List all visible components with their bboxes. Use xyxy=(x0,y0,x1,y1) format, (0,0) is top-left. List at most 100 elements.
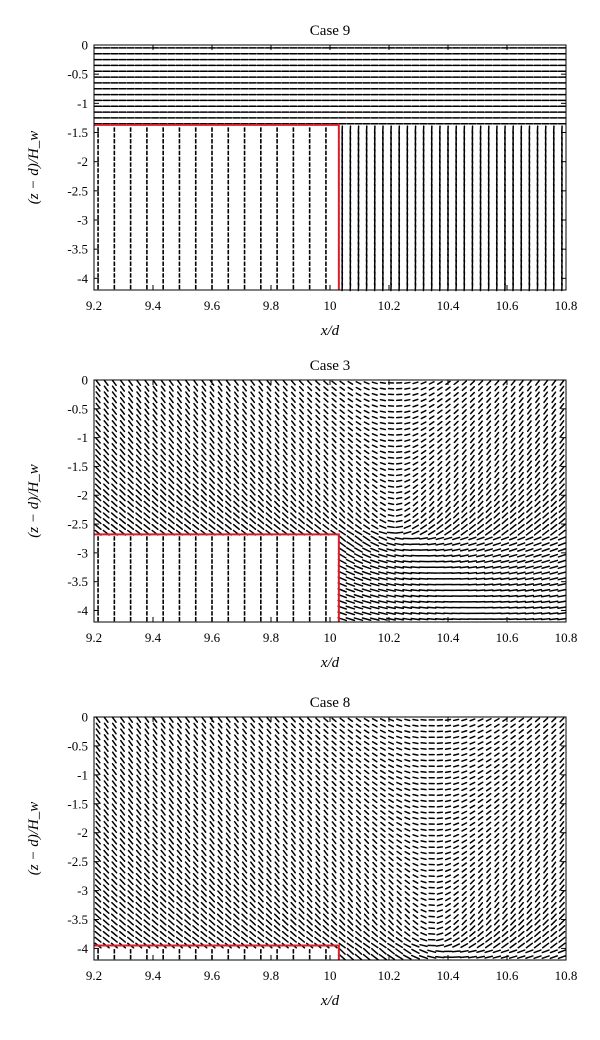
vector-arrow xyxy=(168,757,174,764)
vector-arrow xyxy=(103,396,109,404)
vector-arrow xyxy=(557,612,567,615)
vector-arrow xyxy=(144,745,150,752)
vector-arrow xyxy=(486,460,492,467)
vector-arrow xyxy=(412,455,419,460)
vector-arrow xyxy=(266,454,272,461)
vector-arrow xyxy=(160,803,166,810)
vector-arrow xyxy=(201,722,207,729)
vector-arrow xyxy=(249,523,257,530)
vector-arrow xyxy=(347,398,354,403)
vector-arrow xyxy=(217,385,223,392)
vector-arrow xyxy=(102,936,110,943)
vector-arrow xyxy=(469,512,476,519)
vector-arrow xyxy=(485,506,492,513)
vector-arrow xyxy=(233,437,239,444)
vector-arrow xyxy=(119,815,126,822)
vector-arrow xyxy=(428,506,435,513)
vector-arrow xyxy=(518,431,524,438)
vector-arrow xyxy=(111,838,118,845)
vector-arrow xyxy=(102,523,110,530)
vector-arrow xyxy=(541,588,551,592)
vector-arrow xyxy=(394,588,405,592)
vector-arrow xyxy=(322,512,330,519)
vector-arrow xyxy=(420,409,427,414)
vector-arrow xyxy=(144,757,150,764)
vector-arrow xyxy=(136,815,142,822)
vector-arrow xyxy=(363,478,370,484)
vector-arrow xyxy=(217,843,223,851)
vector-arrow xyxy=(176,838,183,845)
vector-arrow xyxy=(387,485,395,488)
vector-arrow xyxy=(168,402,174,410)
vector-arrow xyxy=(299,403,305,409)
vector-arrow xyxy=(526,420,532,427)
vector-arrow xyxy=(152,734,158,741)
vector-arrow xyxy=(492,548,502,552)
vector-arrow xyxy=(510,385,516,392)
vector-arrow xyxy=(102,907,110,914)
vector-arrow xyxy=(534,477,541,485)
vector-arrow xyxy=(420,524,428,530)
y-tick-label: -1.5 xyxy=(67,459,88,474)
vector-arrow xyxy=(534,460,541,467)
vector-arrow xyxy=(517,523,525,530)
vector-arrow xyxy=(185,751,191,758)
vector-arrow xyxy=(184,460,191,467)
vector-arrow xyxy=(111,466,118,473)
x-tick-label: 10.2 xyxy=(378,298,401,313)
vector-arrow xyxy=(95,425,101,433)
vector-arrow xyxy=(315,420,321,426)
vector-arrow xyxy=(532,583,543,587)
vector-arrow xyxy=(371,507,378,513)
vector-arrow xyxy=(412,444,419,449)
vector-arrow xyxy=(469,483,476,490)
vector-arrow xyxy=(216,925,224,932)
vector-arrow xyxy=(176,768,182,776)
vector-arrow xyxy=(345,611,356,616)
vector-arrow xyxy=(168,408,174,415)
vector-arrow xyxy=(459,566,469,569)
vector-arrow xyxy=(371,489,378,495)
vector-arrow xyxy=(144,408,150,415)
vector-arrow xyxy=(160,861,167,868)
vector-arrow xyxy=(469,518,476,525)
vector-arrow xyxy=(386,531,396,534)
vector-arrow xyxy=(144,385,150,392)
vector-arrow xyxy=(152,878,159,886)
vector-arrow xyxy=(95,396,101,404)
vector-arrow xyxy=(224,512,232,519)
vector-arrow xyxy=(418,612,429,615)
vector-arrow xyxy=(95,402,101,410)
vector-arrow xyxy=(119,391,126,398)
vector-arrow xyxy=(168,832,174,839)
vector-arrow xyxy=(541,571,551,575)
vector-arrow xyxy=(217,477,224,485)
vector-arrow xyxy=(208,919,216,926)
vector-arrow xyxy=(152,757,158,764)
vector-arrow xyxy=(395,496,403,500)
vector-arrow xyxy=(152,728,158,735)
vector-arrow xyxy=(377,611,388,616)
vector-arrow xyxy=(103,454,110,462)
vector-arrow xyxy=(217,884,224,891)
vector-arrow xyxy=(184,919,191,926)
vector-arrow xyxy=(168,443,175,450)
vector-arrow xyxy=(363,455,370,461)
vector-arrow xyxy=(201,745,207,752)
vector-arrow xyxy=(118,936,127,943)
vector-arrow xyxy=(184,500,191,508)
vector-arrow xyxy=(533,542,542,547)
vector-arrow xyxy=(395,462,403,465)
vector-arrow xyxy=(192,518,200,525)
vector-arrow xyxy=(177,739,182,747)
vector-arrow xyxy=(184,437,191,444)
vector-arrow xyxy=(151,494,159,502)
vector-arrow xyxy=(526,448,532,456)
vector-arrow xyxy=(274,443,280,450)
vector-arrow xyxy=(541,529,550,536)
vector-arrow xyxy=(135,483,142,490)
vector-arrow xyxy=(250,448,256,456)
vector-arrow xyxy=(510,397,516,404)
vector-arrow xyxy=(298,512,305,519)
vector-arrow xyxy=(127,506,135,513)
